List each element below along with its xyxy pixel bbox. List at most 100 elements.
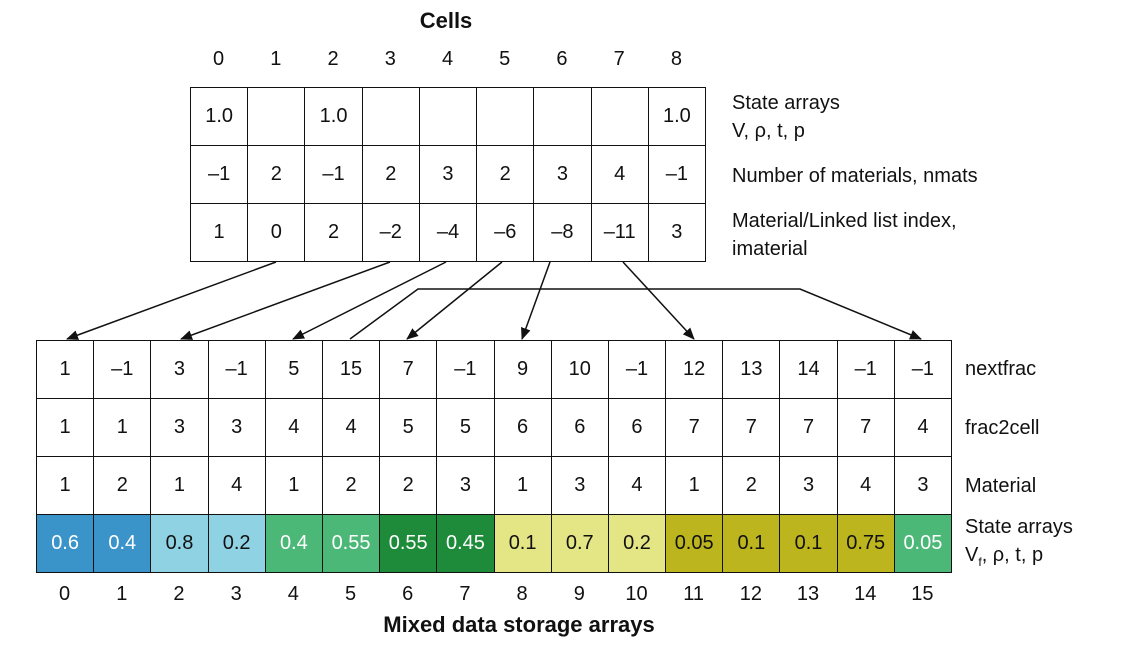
frac2cell-value: 4 xyxy=(321,398,381,457)
state-value: 0.45 xyxy=(436,514,495,573)
mixed-index: 8 xyxy=(516,583,528,605)
mixed-storage-table: 1 –1 3 –1 5 15 7 –1 9 10 –1 12 13 14 –1 –1 1 1 3 3 4 4 5 5 6 6 6 7 7… xyxy=(35,340,953,573)
cell-value xyxy=(476,87,535,146)
material-value: 1 xyxy=(264,456,323,515)
nextfrac-value: 12 xyxy=(665,340,724,399)
nextfrac-value: 13 xyxy=(722,340,781,399)
material-value: 2 xyxy=(321,456,381,515)
mixed-index: 4 xyxy=(287,583,299,605)
material-value: 3 xyxy=(779,456,838,515)
mixed-index: 6 xyxy=(402,583,414,605)
cells-state-label-line1: State arrays xyxy=(732,92,840,114)
material-value: 2 xyxy=(722,456,781,515)
arrow-cell4-to-frac4 xyxy=(292,261,447,340)
mixed-index: 12 xyxy=(739,583,762,605)
nextfrac-value: 5 xyxy=(264,340,323,399)
state-value: 0.6 xyxy=(35,514,95,573)
cells-state-row: 1.0 1.0 1.0 xyxy=(189,87,706,146)
frac2cell-value: 7 xyxy=(836,398,895,457)
nextfrac-value: –1 xyxy=(436,340,495,399)
nmats-label: Number of materials, nmats xyxy=(732,165,978,187)
state-value: 0.2 xyxy=(207,514,266,573)
state-value: 0.1 xyxy=(722,514,781,573)
mixed-index: 11 xyxy=(683,583,705,605)
cell-value: 0 xyxy=(247,203,306,262)
mixed-state-label: State arrays Vf, ρ, t, p xyxy=(965,513,1073,576)
cells-imaterial-row: 1 0 2 –2 –4 –6 –8 –11 3 xyxy=(189,203,706,262)
mixed-index: 3 xyxy=(230,583,242,605)
cell-value: 2 xyxy=(476,145,535,204)
frac2cell-value: 7 xyxy=(665,398,724,457)
mixed-index: 0 xyxy=(59,583,71,605)
mixed-index: 10 xyxy=(625,583,648,605)
mixed-index: 7 xyxy=(459,583,471,605)
state-value: 0.8 xyxy=(150,514,209,573)
cell-value: 1.0 xyxy=(189,87,249,146)
nextfrac-value: 7 xyxy=(379,340,438,399)
mixed-index: 13 xyxy=(796,583,820,605)
cell-value: 1 xyxy=(189,203,249,262)
imaterial-label-line1: Material/Linked list index, xyxy=(732,210,957,232)
material-value: 3 xyxy=(436,456,495,515)
mixed-state-label-sub: f xyxy=(978,555,982,569)
cell-index: 5 xyxy=(499,48,511,70)
cell-value: –6 xyxy=(476,203,535,262)
arrow-cell6-to-frac8 xyxy=(521,261,551,340)
cells-state-label-line2: V, ρ, t, p xyxy=(732,120,805,142)
material-value: 3 xyxy=(550,456,609,515)
nextfrac-value: –1 xyxy=(93,340,152,399)
state-value: 0.55 xyxy=(321,514,381,573)
mixed-index: 15 xyxy=(911,583,934,605)
state-value: 0.75 xyxy=(836,514,895,573)
nextfrac-value: –1 xyxy=(207,340,266,399)
mixed-state-label-v: V xyxy=(965,544,979,566)
mixed-storage-title: Mixed data storage arrays xyxy=(383,612,655,637)
material-value: 2 xyxy=(379,456,438,515)
cells-state-label: State arrays V, ρ, t, p xyxy=(732,89,840,145)
imaterial-label-line2: imaterial xyxy=(732,238,808,260)
cell-value: –1 xyxy=(647,145,706,204)
mixed-index: 1 xyxy=(116,583,128,605)
nextfrac-value: 14 xyxy=(779,340,838,399)
cell-index: 0 xyxy=(213,48,225,70)
nextfrac-label: nextfrac xyxy=(965,358,1037,380)
arrow-cell5-to-frac6 xyxy=(406,261,503,340)
nextfrac-value: 1 xyxy=(35,340,95,399)
nextfrac-value: –1 xyxy=(893,340,953,399)
state-value: 0.05 xyxy=(893,514,953,573)
frac2cell-value: 4 xyxy=(893,398,953,457)
arrow-cell7-to-frac11 xyxy=(622,261,695,340)
cell-value: 1.0 xyxy=(304,87,363,146)
frac2cell-label: frac2cell xyxy=(965,417,1040,439)
mixed-state-label-line2: Vf, ρ, t, p xyxy=(965,541,1073,576)
state-value: 0.1 xyxy=(493,514,552,573)
imaterial-label: Material/Linked list index, imaterial xyxy=(732,207,957,263)
frac2cell-value: 7 xyxy=(779,398,838,457)
mixed-index: 14 xyxy=(854,583,877,605)
cells-title: Cells xyxy=(419,8,473,33)
cell-index: 3 xyxy=(384,48,396,70)
material-value: 4 xyxy=(836,456,895,515)
mixed-index: 2 xyxy=(173,583,185,605)
arrow-cell3-to-frac2 xyxy=(180,261,391,340)
frac2cell-value: 1 xyxy=(93,398,152,457)
cell-value: 3 xyxy=(418,145,478,204)
nextfrac-row: 1 –1 3 –1 5 15 7 –1 9 10 –1 12 13 14 –1 –1 xyxy=(35,340,953,399)
cell-value: –11 xyxy=(590,203,649,262)
state-value: 0.1 xyxy=(779,514,838,573)
material-value: 4 xyxy=(607,456,667,515)
cell-index: 1 xyxy=(270,48,282,70)
material-value: 1 xyxy=(493,456,552,515)
frac2cell-value: 5 xyxy=(379,398,438,457)
arrow-frac5-to-frac15 xyxy=(349,288,922,340)
frac2cell-value: 3 xyxy=(207,398,266,457)
cell-value: 3 xyxy=(647,203,706,262)
state-value: 0.4 xyxy=(93,514,152,573)
frac2cell-value: 6 xyxy=(493,398,552,457)
material-value: 3 xyxy=(893,456,953,515)
material-value: 1 xyxy=(150,456,209,515)
frac2cell-value: 4 xyxy=(264,398,323,457)
frac2cell-value: 6 xyxy=(607,398,667,457)
